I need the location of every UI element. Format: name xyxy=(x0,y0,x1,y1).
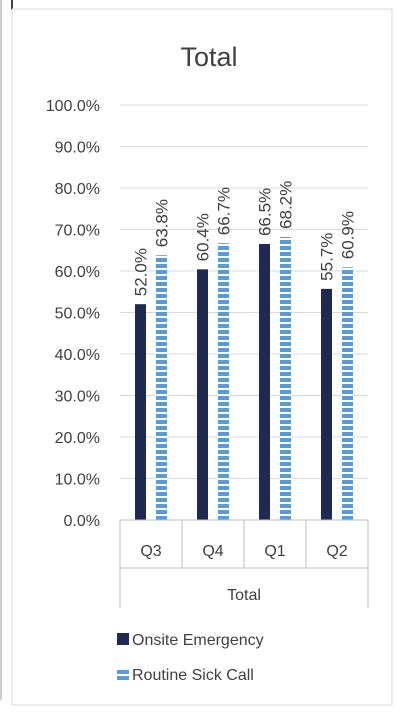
y-tick-label: 40.0% xyxy=(55,347,100,364)
x-axis-group-label: Total xyxy=(227,587,261,604)
data-label: 60.9% xyxy=(339,211,358,259)
data-label: 68.2% xyxy=(277,181,296,229)
data-label: 60.4% xyxy=(194,213,213,261)
y-tick-label: 80.0% xyxy=(55,181,100,198)
legend-label-routine-sick-call: Routine Sick Call xyxy=(132,667,254,684)
data-label: 66.7% xyxy=(215,187,234,235)
legend-label-onsite-emergency: Onsite Emergency xyxy=(132,632,264,649)
bar-routine-sick-call-q2 xyxy=(342,267,353,520)
y-tick-label: 20.0% xyxy=(55,430,100,447)
bar-routine-sick-call-q1 xyxy=(280,236,291,520)
legend-swatch-stripe xyxy=(117,670,129,674)
x-category-label: Q4 xyxy=(202,543,223,560)
y-tick-label: 60.0% xyxy=(55,264,100,281)
data-label: 63.8% xyxy=(153,199,172,247)
bar-routine-sick-call-q3 xyxy=(156,255,167,521)
y-tick-label: 50.0% xyxy=(55,306,100,323)
legend-swatch-onsite-emergency xyxy=(117,633,129,645)
y-tick-label: 100.0% xyxy=(46,98,100,115)
y-tick-label: 0.0% xyxy=(64,513,100,530)
chart-title: Total xyxy=(180,42,237,72)
bar-onsite-emergency-q2 xyxy=(321,288,332,520)
y-axis-tick-labels: 0.0% 10.0% 20.0% 30.0% 40.0% 50.0% 60.0% 70.0% 8… xyxy=(46,98,100,530)
bar-onsite-emergency-q3 xyxy=(135,304,146,520)
y-tick-label: 90.0% xyxy=(55,140,100,157)
y-tick-label: 30.0% xyxy=(55,389,100,406)
bar-onsite-emergency-q4 xyxy=(197,269,208,520)
x-category-label: Q3 xyxy=(140,543,161,560)
y-tick-label: 70.0% xyxy=(55,223,100,240)
legend-swatch-routine-sick-call xyxy=(117,670,129,680)
bar-routine-sick-call-q4 xyxy=(218,243,229,520)
bar-onsite-emergency-q1 xyxy=(259,244,270,520)
data-labels: 52.0%63.8% 60.4%66.7% 66.5% 68.2% 55.7% 60.9% xyxy=(132,181,358,296)
x-category-label: Q2 xyxy=(326,543,347,560)
x-axis xyxy=(119,519,369,608)
y-tick-label: 10.0% xyxy=(55,472,100,489)
bars xyxy=(135,236,353,521)
data-label: 52.0% xyxy=(132,248,151,296)
legend: Onsite Emergency Routine Sick Call xyxy=(117,632,264,684)
data-label: 66.5% xyxy=(256,188,275,236)
legend-swatch-stripe xyxy=(117,676,129,680)
x-category-label: Q1 xyxy=(264,543,285,560)
x-axis-category-labels: Q3 Q4 Q1 Q2 xyxy=(140,543,347,560)
data-label: 55.7% xyxy=(318,233,337,281)
